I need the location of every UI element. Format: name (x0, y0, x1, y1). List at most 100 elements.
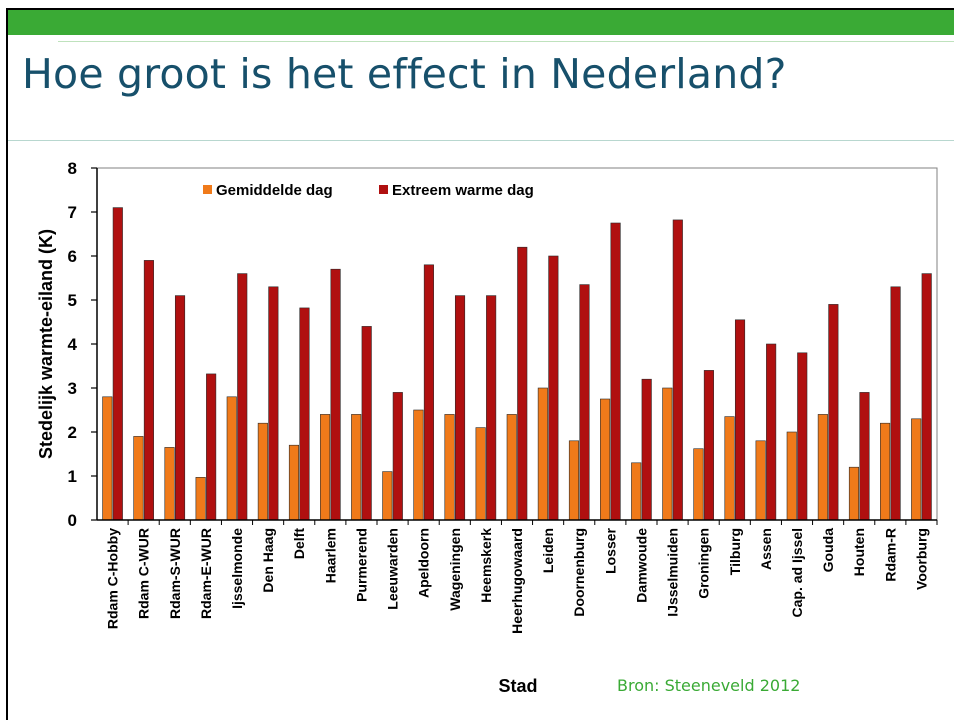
x-tick-label: Ijsselmonde (229, 528, 245, 609)
y-tick-label: 5 (68, 291, 77, 310)
bar-gemiddeld (506, 414, 517, 521)
y-tick-label: 6 (68, 247, 77, 266)
bar-gemiddeld (413, 409, 424, 521)
bar-gemiddeld (724, 416, 735, 521)
legend: Gemiddelde dag Extreem warme dag (203, 182, 534, 199)
x-tick-label: Tilburg (727, 528, 743, 575)
bar-gemiddeld (848, 466, 860, 521)
y-ticks-group: 0 1 2 3 4 5 6 7 8 (68, 159, 97, 530)
bar-extreem (143, 260, 154, 521)
x-tick-label: Gouda (820, 528, 836, 573)
bar-extreem (548, 255, 559, 521)
legend-swatch-gemiddeld (203, 185, 212, 194)
bar-gemiddeld (662, 387, 673, 521)
bar-gemiddeld (537, 387, 548, 521)
slide-frame-left (6, 8, 8, 720)
bars-group (102, 207, 932, 521)
y-tick-label: 4 (68, 335, 78, 354)
bar-extreem (299, 307, 310, 521)
bar-gemiddeld (817, 414, 828, 521)
x-ticks-group: Rdam C-Hobby Rdam C-WUR Rdam-S-WUR Rdam-E-W… (105, 520, 938, 634)
bar-extreem (703, 370, 714, 521)
x-tick-label: Delft (291, 528, 307, 559)
x-tick-label: Leeuwarden (385, 528, 401, 610)
x-tick-label: Assen (758, 528, 774, 570)
bar-gemiddeld (911, 418, 922, 521)
bar-gemiddeld (164, 447, 175, 521)
bar-extreem (672, 219, 683, 521)
bar-extreem (174, 295, 186, 521)
bar-gemiddeld (880, 422, 891, 521)
y-tick-label: 7 (68, 203, 77, 222)
bar-gemiddeld (444, 414, 455, 521)
bar-gemiddeld (568, 440, 580, 521)
bar-gemiddeld (786, 431, 797, 521)
y-tick-label: 1 (68, 467, 77, 486)
x-tick-label: Losser (602, 527, 618, 573)
bar-extreem (454, 295, 466, 521)
bar-extreem (734, 319, 746, 521)
bar-gemiddeld (382, 471, 393, 521)
legend-swatch-extreem (379, 185, 388, 194)
bar-extreem (237, 273, 248, 521)
bar-extreem (641, 378, 652, 521)
x-tick-label: Leiden (540, 528, 556, 573)
bar-extreem (797, 352, 808, 521)
bar-extreem (423, 264, 434, 521)
bar-extreem (828, 304, 839, 521)
bar-gemiddeld (631, 462, 642, 521)
bar-extreem (610, 222, 621, 521)
x-tick-label: Voorburg (913, 528, 929, 590)
bar-extreem (268, 286, 279, 521)
header-band (8, 10, 954, 35)
x-tick-label: Heerhugowaard (509, 528, 525, 634)
x-tick-label: Groningen (696, 528, 712, 599)
x-tick-label: Rdam-S-WUR (167, 528, 183, 619)
bar-gemiddeld (195, 477, 206, 521)
bar-gemiddeld (600, 398, 611, 521)
x-tick-label: Doornenburg (571, 528, 587, 617)
x-axis-label: Stad (498, 676, 537, 696)
bar-gemiddeld (226, 396, 237, 521)
bar-extreem (392, 392, 403, 521)
x-tick-label: Wageningen (447, 528, 463, 611)
bar-gemiddeld (320, 414, 331, 521)
y-tick-label: 2 (68, 423, 77, 442)
bar-gemiddeld (351, 414, 362, 521)
bar-gemiddeld (257, 422, 268, 521)
y-tick-label: 8 (68, 159, 77, 178)
x-tick-label: Haarlem (322, 528, 338, 583)
y-axis-label: Stedelijk warmte-eiland (K) (36, 229, 56, 459)
bar-extreem (206, 373, 217, 521)
source-note: Bron: Steeneveld 2012 (617, 676, 801, 695)
header-accent-line (58, 41, 954, 42)
x-tick-label: Rdam-E-WUR (198, 528, 214, 619)
bar-extreem (330, 268, 341, 521)
bar-extreem (112, 207, 123, 521)
x-tick-label: Apeldoorn (416, 528, 432, 598)
bar-gemiddeld (475, 427, 486, 521)
x-tick-label: Houten (851, 528, 867, 576)
x-tick-label: Purmerend (353, 528, 369, 602)
bar-extreem (361, 326, 372, 521)
bar-gemiddeld (755, 440, 766, 521)
plot-area (96, 167, 938, 521)
slide-title: Hoe groot is het effect in Nederland? (22, 50, 787, 98)
x-tick-label: Den Haag (260, 528, 276, 593)
x-tick-label: IJsselmuiden (665, 528, 681, 617)
slide-frame-top (6, 8, 954, 10)
bar-extreem (890, 286, 901, 521)
bar-extreem (921, 273, 932, 521)
x-tick-label: Cap. ad Ijssel (789, 528, 805, 617)
x-tick-label: Rdam C-Hobby (105, 528, 121, 629)
bar-gemiddeld (102, 396, 113, 521)
bar-gemiddeld (133, 436, 144, 521)
bar-extreem (859, 392, 870, 521)
bar-extreem (486, 295, 497, 521)
y-tick-label: 3 (68, 379, 77, 398)
bar-gemiddeld (288, 444, 300, 521)
x-tick-label: Rdam-R (882, 528, 898, 582)
bar-extreem (517, 246, 528, 521)
bar-extreem (766, 343, 777, 521)
x-tick-label: Damwoude (633, 528, 649, 603)
